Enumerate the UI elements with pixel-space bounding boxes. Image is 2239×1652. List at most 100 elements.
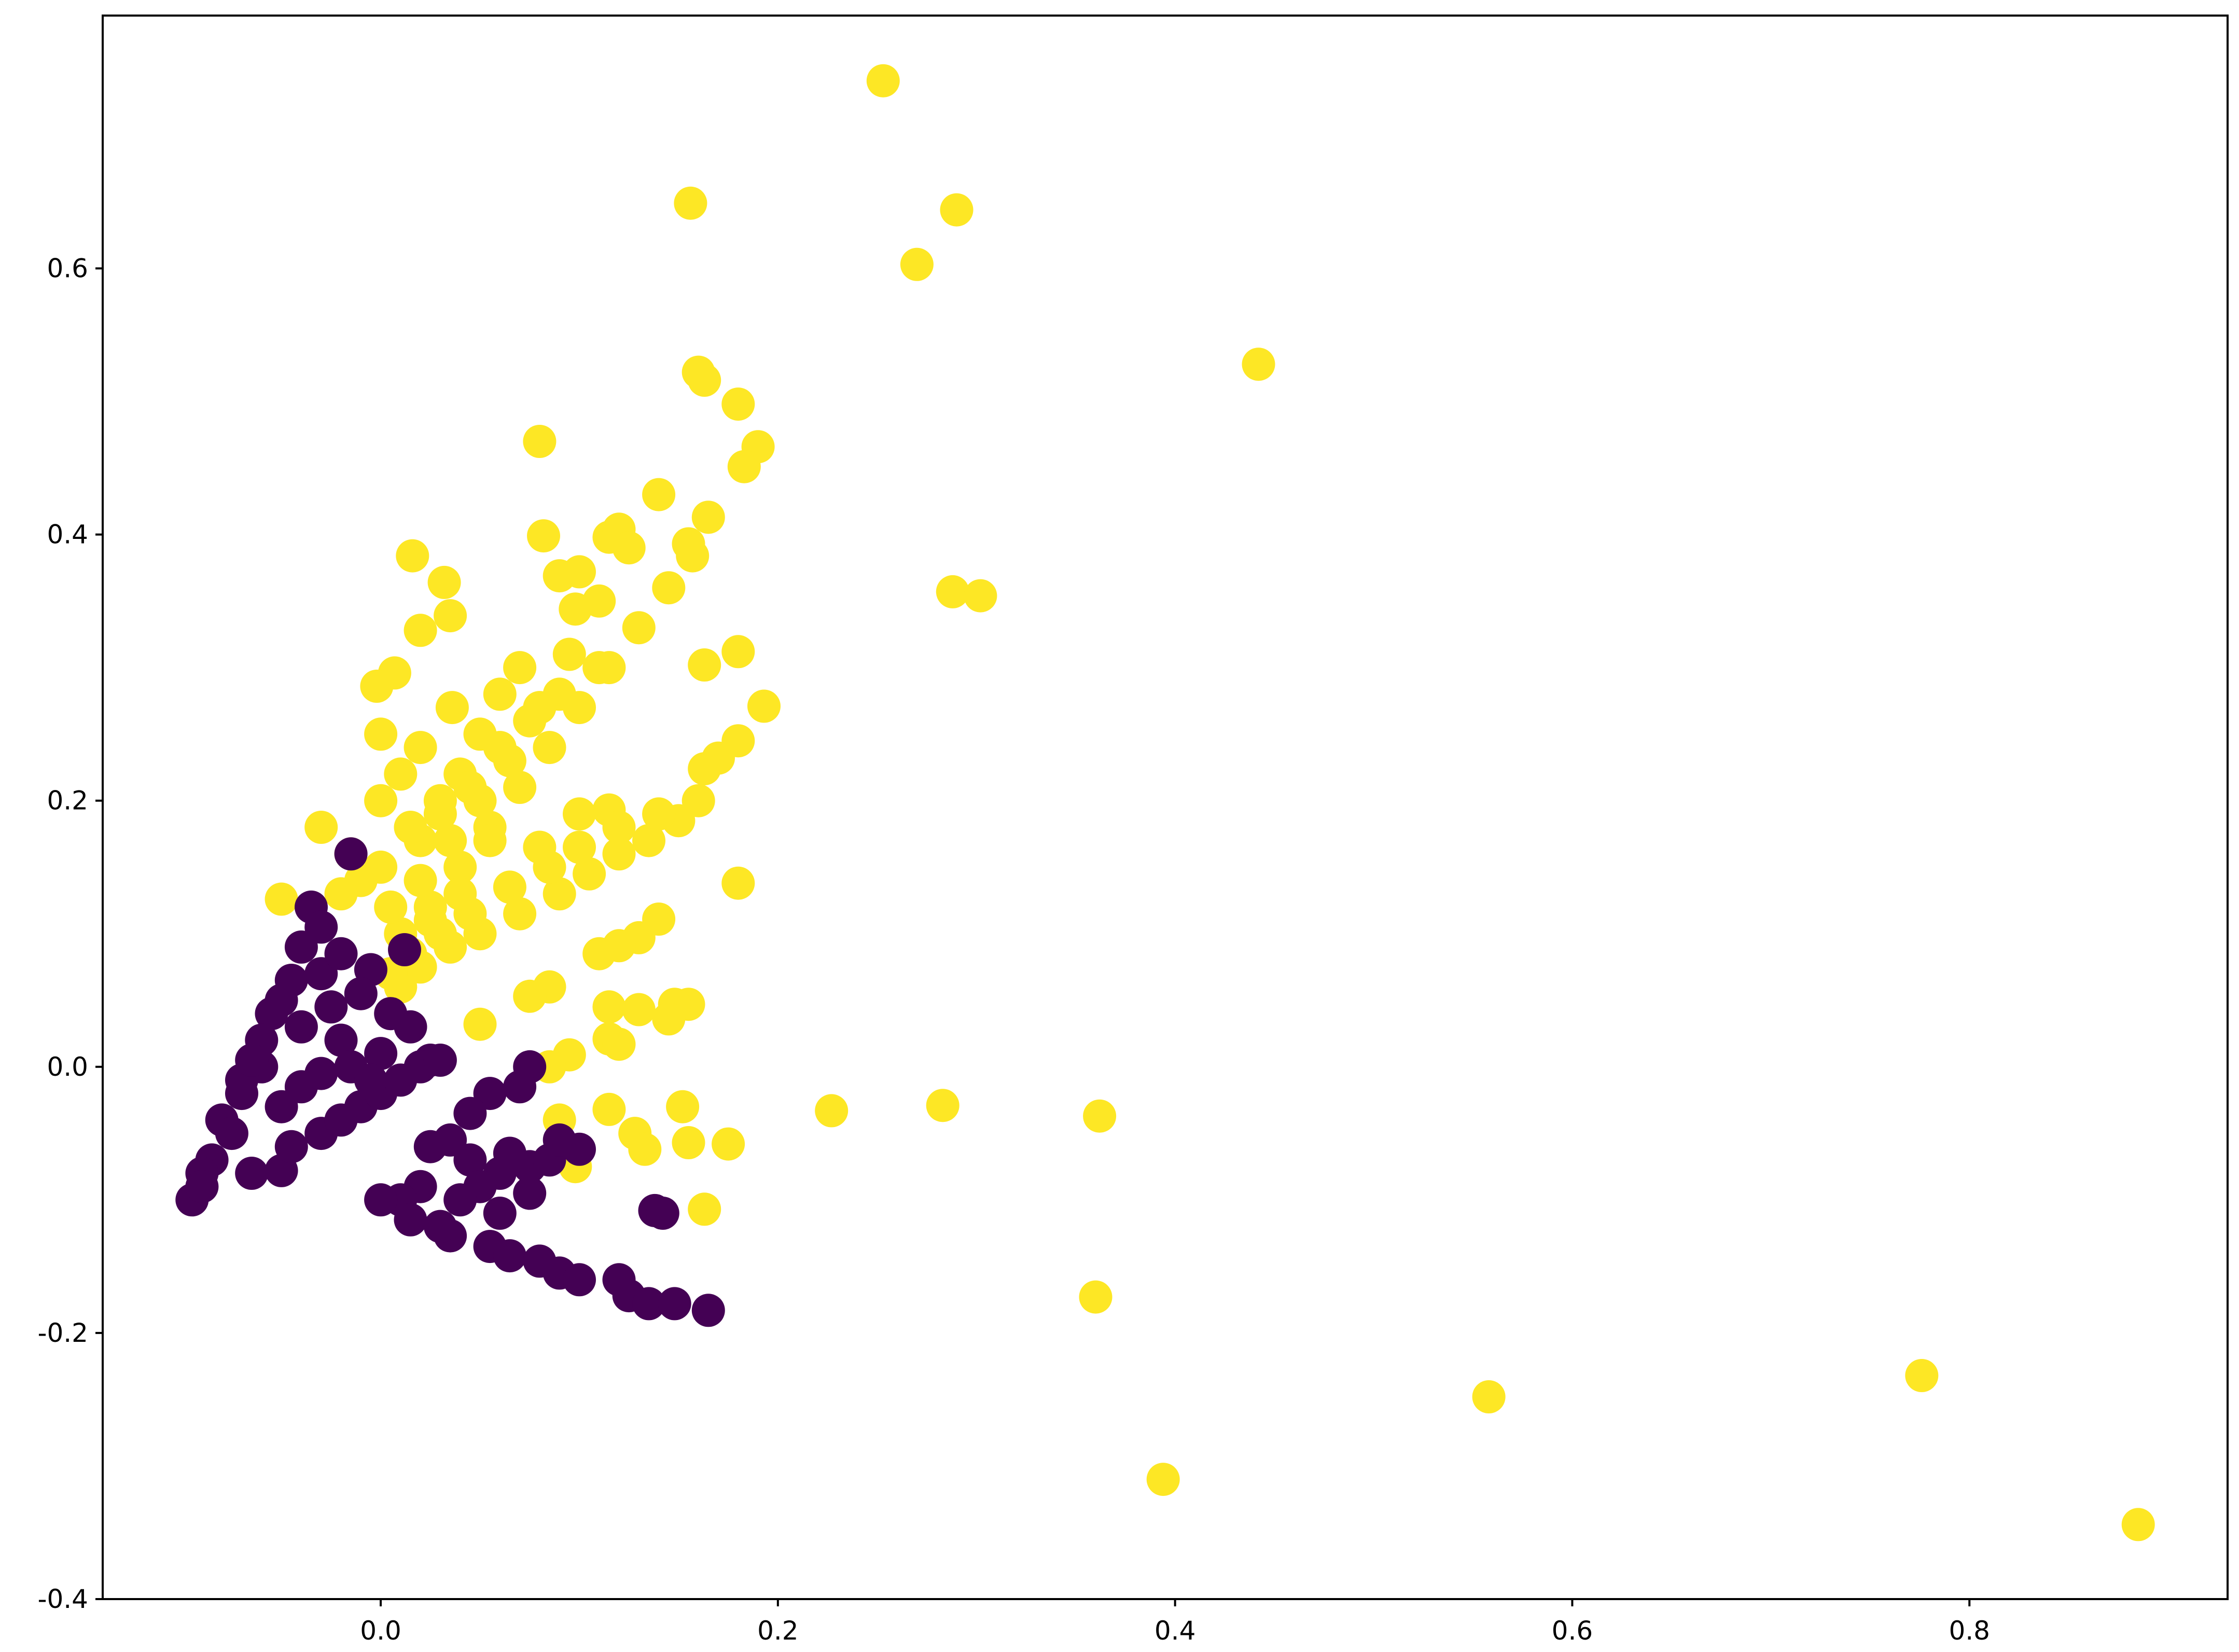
scatter-point xyxy=(364,1037,398,1071)
scatter-point xyxy=(592,990,626,1024)
scatter-point xyxy=(423,1210,457,1243)
scatter-point xyxy=(483,1197,517,1230)
scatter-point xyxy=(304,1057,338,1090)
y-tick-label: -0.2 xyxy=(37,1318,88,1348)
scatter-point xyxy=(324,937,358,970)
scatter-point xyxy=(453,1096,487,1130)
scatter-point xyxy=(284,1010,318,1044)
scatter-point xyxy=(503,897,537,931)
scatter-point xyxy=(582,651,616,685)
scatter-point xyxy=(423,784,457,817)
scatter-point xyxy=(235,1157,269,1190)
scatter-point xyxy=(926,1089,959,1122)
scatter-point xyxy=(964,579,997,613)
scatter-point xyxy=(721,635,755,669)
scatter-point xyxy=(602,837,636,871)
x-tick-label: 0.6 xyxy=(1552,1616,1593,1646)
scatter-point xyxy=(940,193,974,227)
scatter-point xyxy=(691,1294,725,1327)
scatter-point xyxy=(721,866,755,900)
scatter-point xyxy=(1079,1280,1112,1314)
scatter-point xyxy=(493,870,526,904)
x-tick-label: 0.2 xyxy=(757,1616,799,1646)
scatter-point xyxy=(563,830,596,864)
scatter-point xyxy=(866,64,900,98)
scatter-point xyxy=(434,599,467,633)
plot-frame xyxy=(102,15,2229,1600)
scatter-point xyxy=(453,771,487,804)
scatter-point xyxy=(688,364,721,397)
scatter-point xyxy=(453,1143,487,1177)
scatter-point xyxy=(582,584,616,618)
scatter-point xyxy=(364,717,398,751)
scatter-point xyxy=(582,937,616,970)
y-axis: -0.4 -0.2 0.0 0.2 0.4 0.6 xyxy=(37,253,103,1614)
scatter-point xyxy=(513,1176,547,1210)
scatter-point xyxy=(274,1130,308,1163)
y-tick-label: 0.4 xyxy=(47,520,88,550)
scatter-point xyxy=(900,247,934,281)
scatter-point xyxy=(503,1070,537,1104)
scatter-point xyxy=(435,691,469,725)
scatter-point xyxy=(642,478,676,511)
scatter-point xyxy=(404,614,437,647)
scatter-point xyxy=(688,752,721,786)
scatter-point xyxy=(374,890,408,924)
scatter-point xyxy=(513,979,547,1013)
x-axis: 0.0 0.2 0.4 0.6 0.8 xyxy=(360,1599,1990,1646)
scatter-point xyxy=(533,850,566,884)
scatter-point xyxy=(404,731,437,765)
scatter-point xyxy=(1146,1463,1180,1496)
scatter-point xyxy=(265,983,298,1017)
scatter-point xyxy=(646,1197,679,1230)
scatter-point xyxy=(396,539,429,573)
scatter-point xyxy=(427,565,461,599)
scatter-point xyxy=(324,1023,358,1057)
y-tick-label: 0.2 xyxy=(47,786,88,816)
y-tick-label: 0.6 xyxy=(47,253,88,283)
scatter-point xyxy=(364,784,398,817)
scatter-point xyxy=(384,757,418,791)
scatter-point xyxy=(360,670,394,703)
scatter-point xyxy=(493,1136,526,1170)
scatter-point xyxy=(552,637,586,671)
scatter-point xyxy=(1083,1099,1117,1133)
scatter-point xyxy=(691,501,725,534)
scatter-point xyxy=(1905,1359,1939,1392)
scatter-point xyxy=(493,1239,526,1273)
scatter-point xyxy=(443,877,477,911)
scatter-point xyxy=(688,648,721,682)
scatter-point xyxy=(394,811,427,844)
scatter-point xyxy=(374,997,408,1031)
scatter-point xyxy=(632,824,665,857)
scatter-point xyxy=(533,731,566,765)
scatter-point xyxy=(523,425,557,458)
scatter-point xyxy=(815,1094,849,1128)
scatter-point xyxy=(642,797,676,831)
scatter-point xyxy=(666,1090,700,1123)
scatter-point xyxy=(527,519,560,553)
scatter-point xyxy=(413,1130,447,1163)
scatter-point xyxy=(622,611,656,645)
scatter-point xyxy=(721,387,755,421)
scatter-point xyxy=(602,1028,636,1061)
scatter-point xyxy=(543,677,576,711)
scatter-point xyxy=(284,930,318,964)
scatter-point xyxy=(304,811,338,844)
scatter-point xyxy=(314,990,348,1024)
scatter-point xyxy=(2121,1508,2155,1542)
scatter-point xyxy=(404,864,437,897)
scatter-point xyxy=(674,186,707,220)
scatter-point xyxy=(573,857,606,891)
scatter-point xyxy=(235,1044,269,1077)
scatter-point xyxy=(747,689,781,723)
x-tick-label: 0.0 xyxy=(360,1616,401,1646)
x-tick-label: 0.8 xyxy=(1949,1616,1990,1646)
scatter-point xyxy=(513,704,547,738)
scatter-point xyxy=(602,811,636,844)
scatter-point xyxy=(265,882,298,916)
scatter-point xyxy=(1242,348,1275,381)
scatter-point xyxy=(563,1263,596,1297)
